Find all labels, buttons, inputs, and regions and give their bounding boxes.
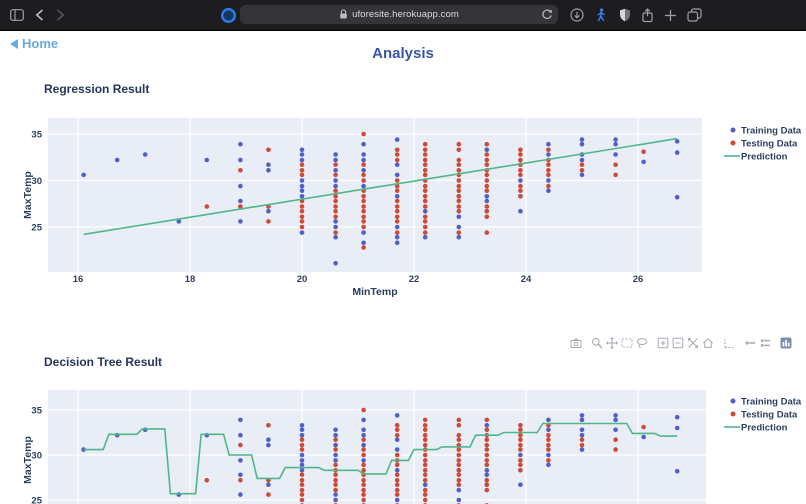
- tab-overview-icon[interactable]: [685, 0, 704, 30]
- browser-toolbar: uforesite.herokuapp.com: [0, 0, 806, 31]
- toggle-spike-lines-icon[interactable]: [723, 337, 735, 349]
- show-closest-on-hover-icon[interactable]: [744, 337, 756, 349]
- svg-text:22: 22: [409, 274, 420, 285]
- svg-text:25: 25: [31, 223, 42, 234]
- svg-text:16: 16: [73, 274, 84, 285]
- address-bar[interactable]: uforesite.herokuapp.com: [240, 5, 558, 24]
- autoscale-icon[interactable]: [687, 337, 699, 349]
- prediction-line: [83, 422, 678, 495]
- lasso-select-icon[interactable]: [636, 337, 648, 349]
- plot-area: [48, 118, 702, 272]
- reload-icon[interactable]: [541, 8, 553, 26]
- svg-text:30: 30: [31, 176, 42, 187]
- page-title: Analysis: [372, 45, 434, 62]
- svg-text:Training Data: Training Data: [741, 397, 802, 408]
- svg-text:MaxTemp: MaxTemp: [22, 436, 34, 484]
- svg-text:35: 35: [31, 406, 42, 417]
- svg-text:Testing Data: Testing Data: [741, 410, 798, 421]
- svg-text:Prediction: Prediction: [741, 152, 788, 163]
- decision-tree-chart[interactable]: 35 30 25 MaxTemp Training Data Testing Data Pr…: [0, 382, 806, 504]
- downloads-icon[interactable]: [568, 0, 585, 30]
- svg-text:Testing Data: Testing Data: [741, 139, 798, 150]
- prediction-line: [83, 137, 678, 236]
- share-icon[interactable]: [639, 0, 656, 30]
- zoom-icon[interactable]: [591, 337, 603, 349]
- svg-text:24: 24: [521, 274, 532, 285]
- svg-text:18: 18: [185, 274, 196, 285]
- zoom-out-icon[interactable]: [672, 337, 684, 349]
- back-button[interactable]: [32, 0, 46, 30]
- svg-text:MaxTemp: MaxTemp: [22, 171, 34, 219]
- svg-text:30: 30: [31, 451, 42, 462]
- plot-area: [48, 390, 706, 504]
- blue-circle-badge-icon[interactable]: [220, 0, 236, 30]
- back-arrow-icon: [10, 38, 18, 49]
- extension-person-icon[interactable]: [592, 0, 609, 30]
- privacy-shield-icon[interactable]: [616, 0, 633, 30]
- box-select-icon[interactable]: [621, 337, 633, 349]
- svg-text:25: 25: [31, 496, 42, 504]
- svg-text:MinTemp: MinTemp: [352, 286, 397, 298]
- zoom-in-icon[interactable]: [657, 337, 669, 349]
- svg-text:Prediction: Prediction: [741, 423, 788, 434]
- pan-icon[interactable]: [606, 337, 618, 349]
- regression-chart[interactable]: 16 18 20 22 24 26 35 30 25 MinTemp MaxTemp Training…: [0, 108, 806, 308]
- lock-icon: [340, 9, 347, 19]
- svg-text:20: 20: [297, 274, 308, 285]
- plotly-modebar: [567, 337, 792, 349]
- plotly-logo-icon[interactable]: [780, 337, 792, 349]
- home-back-link[interactable]: Home: [10, 36, 58, 51]
- url-text: uforesite.herokuapp.com: [352, 9, 459, 20]
- svg-text:35: 35: [31, 130, 42, 141]
- new-tab-icon[interactable]: [662, 0, 679, 30]
- compare-on-hover-icon[interactable]: [759, 337, 771, 349]
- svg-text:Training Data: Training Data: [741, 126, 802, 137]
- svg-text:26: 26: [633, 274, 644, 285]
- regression-result-heading: Regression Result: [44, 82, 150, 96]
- forward-button[interactable]: [53, 0, 67, 30]
- decision-tree-result-heading: Decision Tree Result: [44, 355, 163, 369]
- sidebar-toggle-icon[interactable]: [9, 0, 25, 30]
- download-plot-icon[interactable]: [570, 337, 582, 349]
- home-link-label: Home: [22, 36, 59, 51]
- reset-axes-icon[interactable]: [702, 337, 714, 349]
